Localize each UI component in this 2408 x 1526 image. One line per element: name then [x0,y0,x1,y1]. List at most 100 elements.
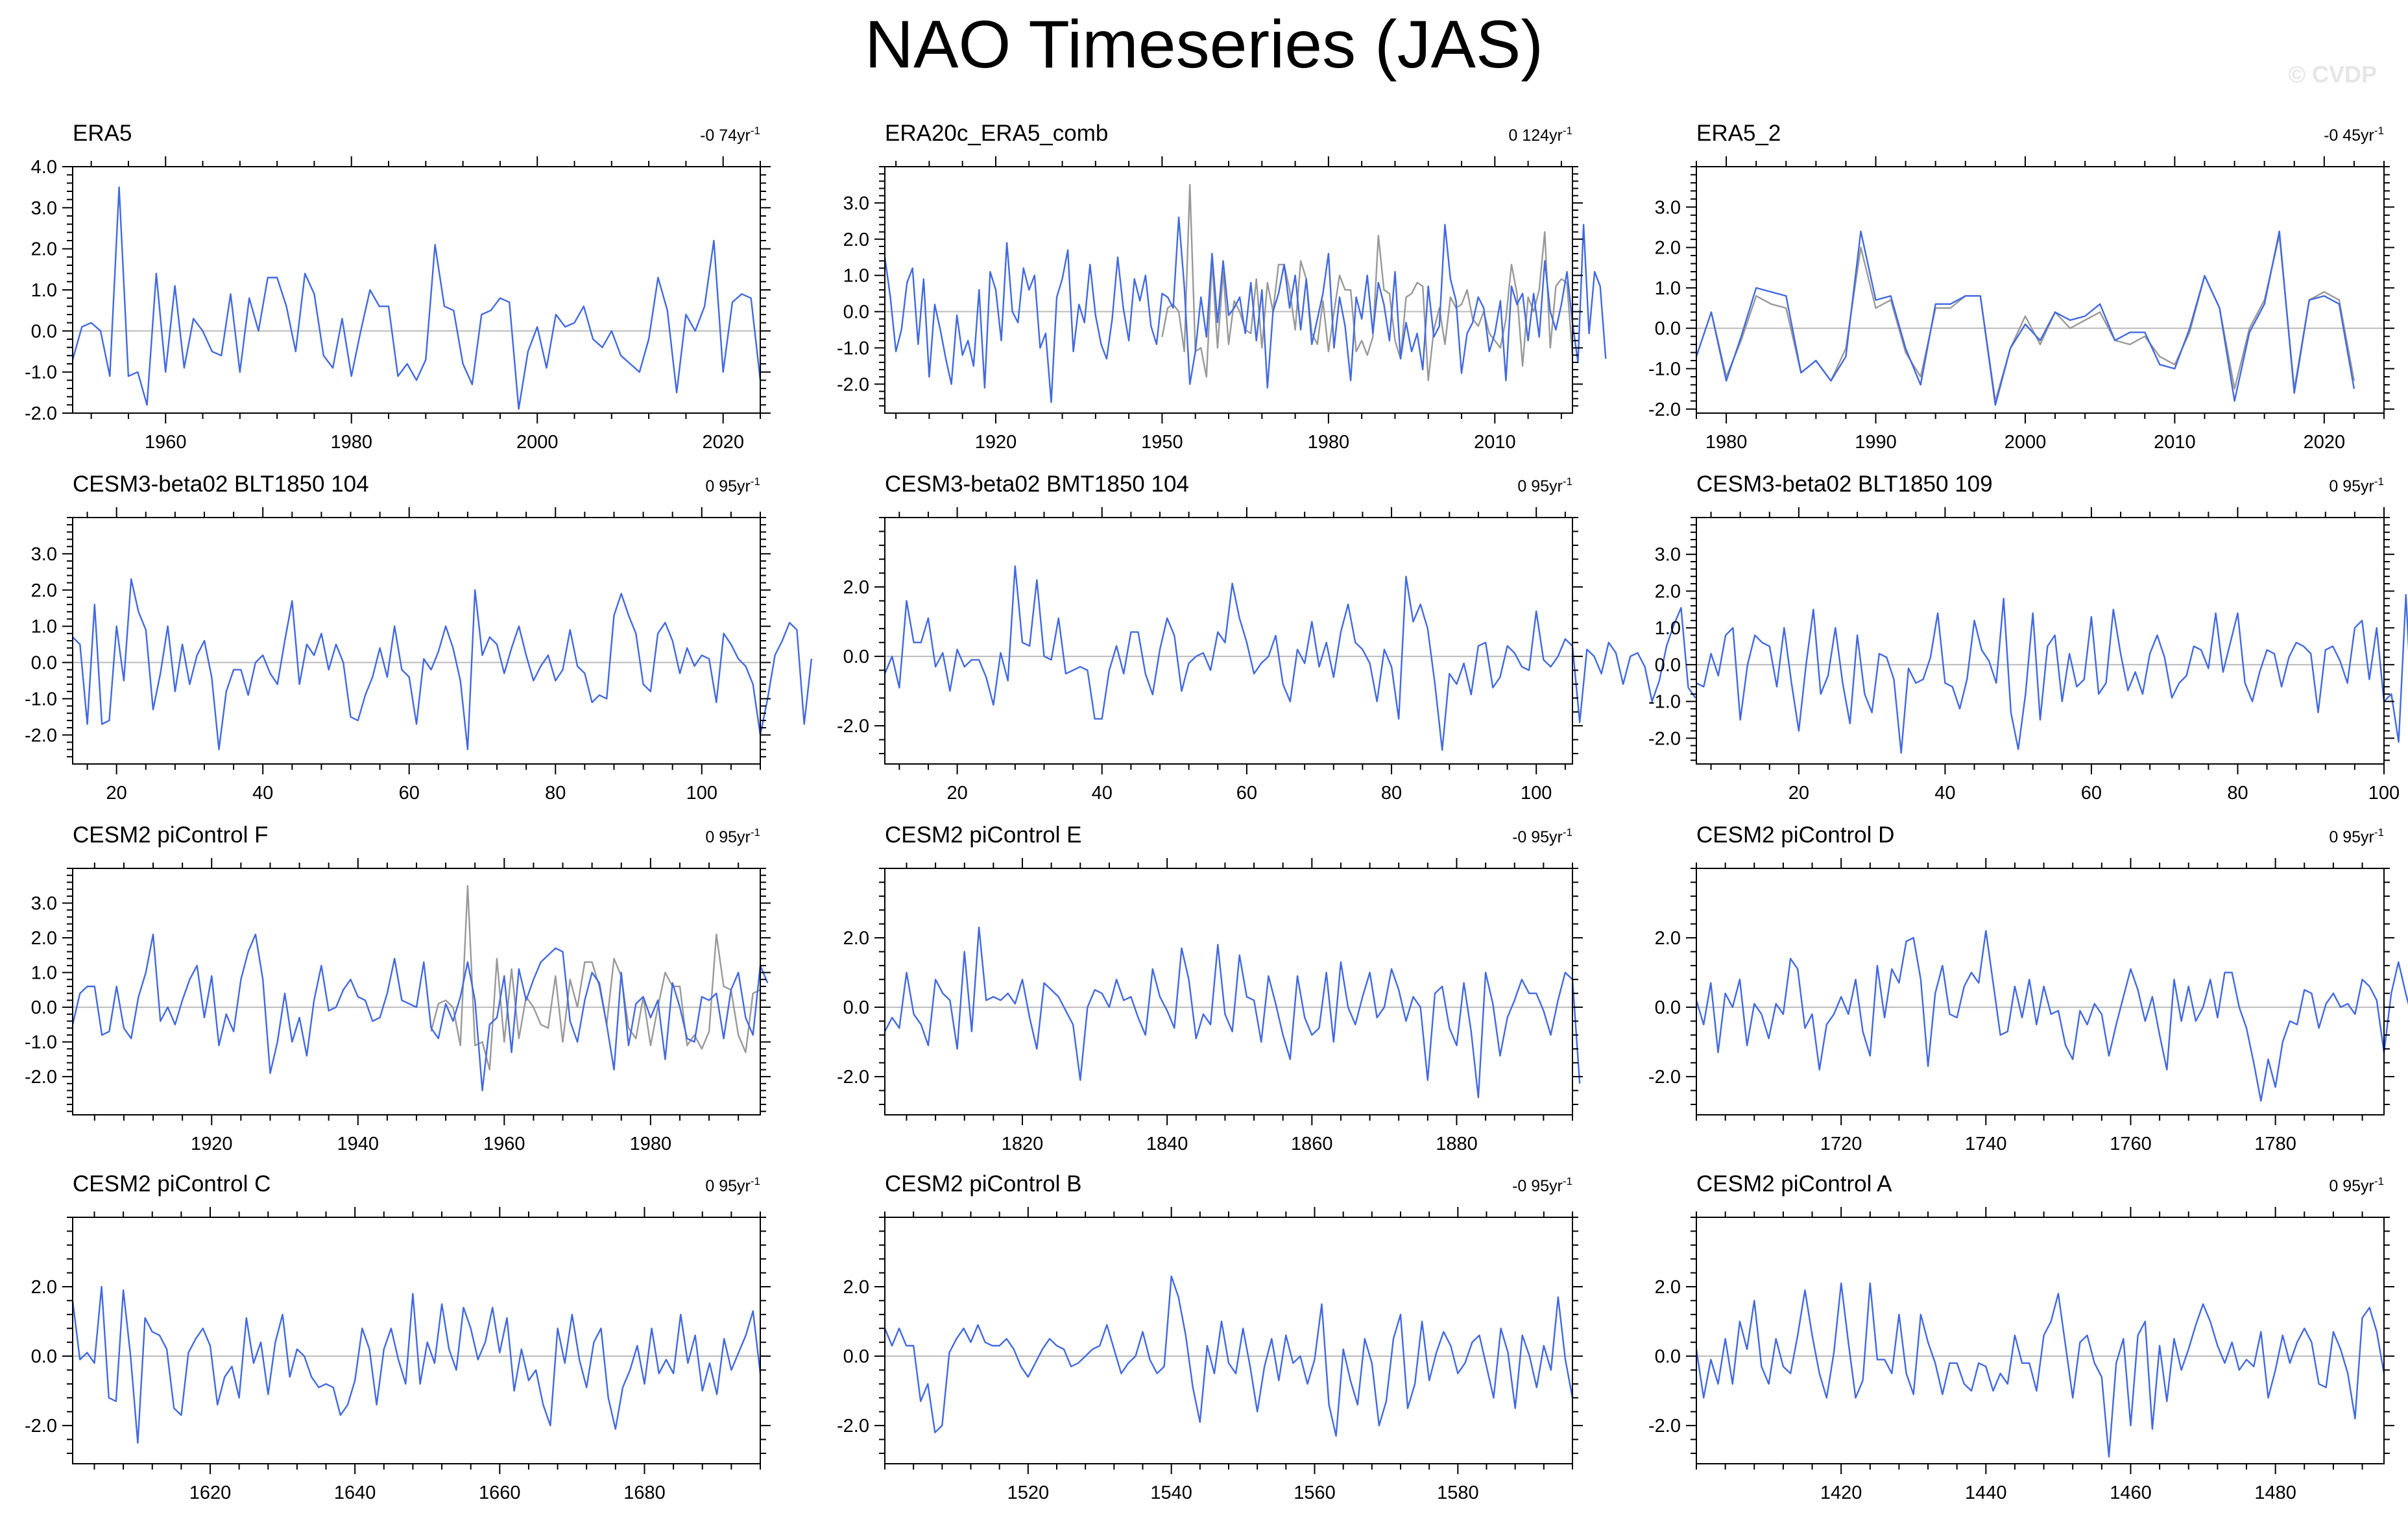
y-tick-label: 3.0 [31,198,57,219]
x-tick-label: 60 [2081,783,2102,804]
y-tick-label: -2.0 [25,1416,57,1437]
x-tick-label: 40 [1092,783,1113,804]
y-tick-label: 1.0 [31,963,57,984]
y-tick-label: 2.0 [843,1277,869,1298]
x-tick-label: 1960 [145,432,187,453]
trend-label: 0 95yr-1 [1517,475,1572,495]
trend-label: 0 95yr-1 [2329,826,2384,846]
x-tick-label: 20 [946,783,967,804]
y-tick-label: 2.0 [31,580,57,601]
y-tick-label: 1.0 [31,617,57,638]
series-line-0 [1695,930,2408,1102]
trend-label: 0 124yr-1 [1508,125,1572,145]
y-tick-label: 0.0 [31,997,57,1018]
y-tick-label: 0.0 [1655,1346,1681,1367]
series-line-0 [1161,184,1574,381]
x-tick-label: 20 [1788,783,1809,804]
panel-title: CESM2 piControl A [1696,1171,1892,1197]
panel-5: -2.0 -1.0 0.0 1.0 2.0 3.0 20 40 60 80 100 CESM3-bet… [1648,471,2408,804]
x-tick-label: 1520 [1007,1483,1050,1503]
x-tick-label: 80 [545,783,566,804]
x-tick-label: 1920 [191,1134,233,1154]
y-tick-label: -1.0 [1648,692,1681,713]
x-tick-label: 1820 [1002,1134,1044,1154]
series-line-0 [884,1275,1574,1437]
panel-8: -2.0 0.0 2.0 1720 1740 1760 1780 CESM2 piContro… [1648,822,2408,1154]
x-tick-label: 1540 [1150,1483,1192,1503]
y-tick-label: -2.0 [837,374,869,395]
trend-label: 0 95yr-1 [705,1175,760,1195]
y-tick-label: 1.0 [1655,278,1681,299]
x-tick-label: 1680 [623,1483,666,1503]
plot-frame [1696,517,2385,765]
series-line-0 [72,578,813,750]
y-tick-label: 2.0 [1655,928,1681,949]
series-line-0 [71,186,762,410]
trend-label: -0 95yr-1 [1512,826,1572,846]
x-tick-label: 1860 [1291,1134,1333,1154]
panel-title: CESM3-beta02 BMT1850 104 [885,471,1189,497]
y-tick-label: 2.0 [31,928,57,949]
x-tick-label: 1640 [334,1483,376,1503]
y-tick-label: 2.0 [31,1277,57,1298]
y-tick-label: 2.0 [843,928,869,949]
panel-3: -2.0 -1.0 0.0 1.0 2.0 3.0 20 40 60 80 100 CESM3-bet… [25,471,813,804]
panel-title: ERA5 [73,121,132,146]
series-line-1 [884,217,1607,403]
y-tick-label: 2.0 [1655,1277,1681,1298]
series-line-0 [884,926,1581,1099]
panel-0: -2.0 -1.0 0.0 1.0 2.0 3.0 4.0 1960 1980 2000 2020 E… [25,121,771,453]
y-tick-label: 3.0 [31,894,57,914]
panel-title: CESM2 piControl D [1696,822,1894,848]
x-tick-label: 40 [1934,783,1955,804]
x-tick-label: 60 [399,783,420,804]
plot-frame [884,868,1573,1115]
x-tick-label: 1840 [1146,1134,1188,1154]
y-tick-label: 1.0 [31,280,57,301]
series-line-0 [1696,593,2408,754]
y-tick-label: 3.0 [1655,545,1681,566]
x-tick-label: 100 [686,783,717,804]
x-tick-label: 1980 [1705,432,1748,453]
y-tick-label: 0.0 [1655,655,1681,676]
y-tick-label: 0.0 [1655,997,1681,1018]
y-tick-label: 0.0 [31,653,57,674]
series-line-1 [1695,230,2355,406]
x-tick-label: 1920 [975,432,1017,453]
y-tick-label: 2.0 [31,239,57,260]
x-tick-label: 80 [2227,783,2248,804]
trend-label: -0 95yr-1 [1512,1175,1572,1195]
y-tick-label: 0.0 [843,302,869,323]
x-tick-label: 2010 [2154,432,2196,453]
x-tick-label: 1440 [1965,1483,2007,1503]
panel-title: CESM3-beta02 BLT1850 109 [1696,471,1993,497]
x-tick-label: 1620 [189,1483,232,1503]
series-line-1 [71,933,769,1091]
y-tick-label: -1.0 [25,1032,57,1053]
y-tick-label: -2.0 [837,1416,869,1437]
y-tick-label: -1.0 [837,338,869,359]
trend-label: 0 95yr-1 [705,475,760,495]
x-tick-label: 20 [106,783,127,804]
x-tick-label: 1940 [337,1134,379,1154]
y-tick-label: -2.0 [25,725,57,746]
y-tick-label: -1.0 [25,689,57,709]
x-tick-label: 1420 [1820,1483,1862,1503]
panel-11: -2.0 0.0 2.0 1420 1440 1460 1480 CESM2 piContro… [1648,1171,2394,1503]
y-tick-label: -1.0 [1648,359,1681,379]
panel-4: -2.0 0.0 2.0 20 40 60 80 100 CESM3-beta02 BMT185… [837,471,1696,804]
y-tick-label: 0.0 [843,997,869,1018]
y-tick-label: -2.0 [25,403,57,424]
y-tick-label: 2.0 [1655,581,1681,602]
plot-frame [1696,166,2385,414]
x-tick-label: 1980 [330,432,372,453]
y-tick-label: -2.0 [837,1067,869,1088]
x-tick-label: 1720 [1820,1134,1862,1154]
x-tick-label: 1880 [1436,1134,1478,1154]
x-tick-label: 2000 [516,432,559,453]
trend-label: 0 95yr-1 [2329,1175,2384,1195]
panel-title: CESM2 piControl E [885,822,1081,848]
plot-frame [72,1217,761,1464]
y-tick-label: -2.0 [1648,728,1681,749]
y-tick-label: 2.0 [1655,238,1681,259]
